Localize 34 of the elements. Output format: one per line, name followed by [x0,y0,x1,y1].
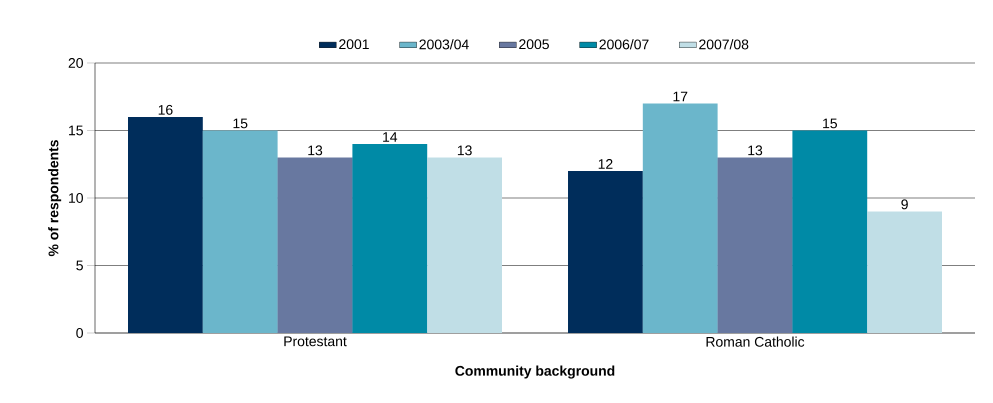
y-tick-label: 5 [76,260,83,270]
bar [128,117,203,333]
data-label: 9 [901,199,908,210]
bar [867,212,942,333]
bar [427,158,502,333]
x-axis-title: Community background [455,366,614,379]
bar [352,144,428,333]
x-tick-label: Protestant [284,336,347,346]
x-tick-label: Roman Catholic [706,336,804,347]
y-tick-label: 20 [68,58,83,68]
data-label: 15 [234,118,248,128]
data-label: 13 [308,145,322,156]
bar [642,103,718,333]
legend-label: 2005 [519,39,549,50]
data-label: 17 [674,92,688,102]
data-label: 12 [598,159,612,169]
legend-label: 2003/04 [419,39,469,50]
data-label: 16 [158,104,173,115]
y-tick-label: 15 [69,126,83,136]
bar [792,130,868,333]
bar [718,158,792,333]
data-label: 14 [383,132,398,142]
legend-label: 2001 [339,39,369,50]
legend-label: 2007/08 [699,39,748,50]
bar [202,130,278,333]
bar [278,158,352,333]
bar [568,171,643,333]
y-tick-label: 0 [76,328,83,338]
data-label: 15 [823,118,837,128]
data-label: 13 [748,145,762,156]
y-axis-title: % of respondents [48,140,62,256]
legend-label: 2006/07 [600,39,649,50]
y-tick-label: 10 [69,193,83,203]
data-label: 13 [458,145,472,156]
